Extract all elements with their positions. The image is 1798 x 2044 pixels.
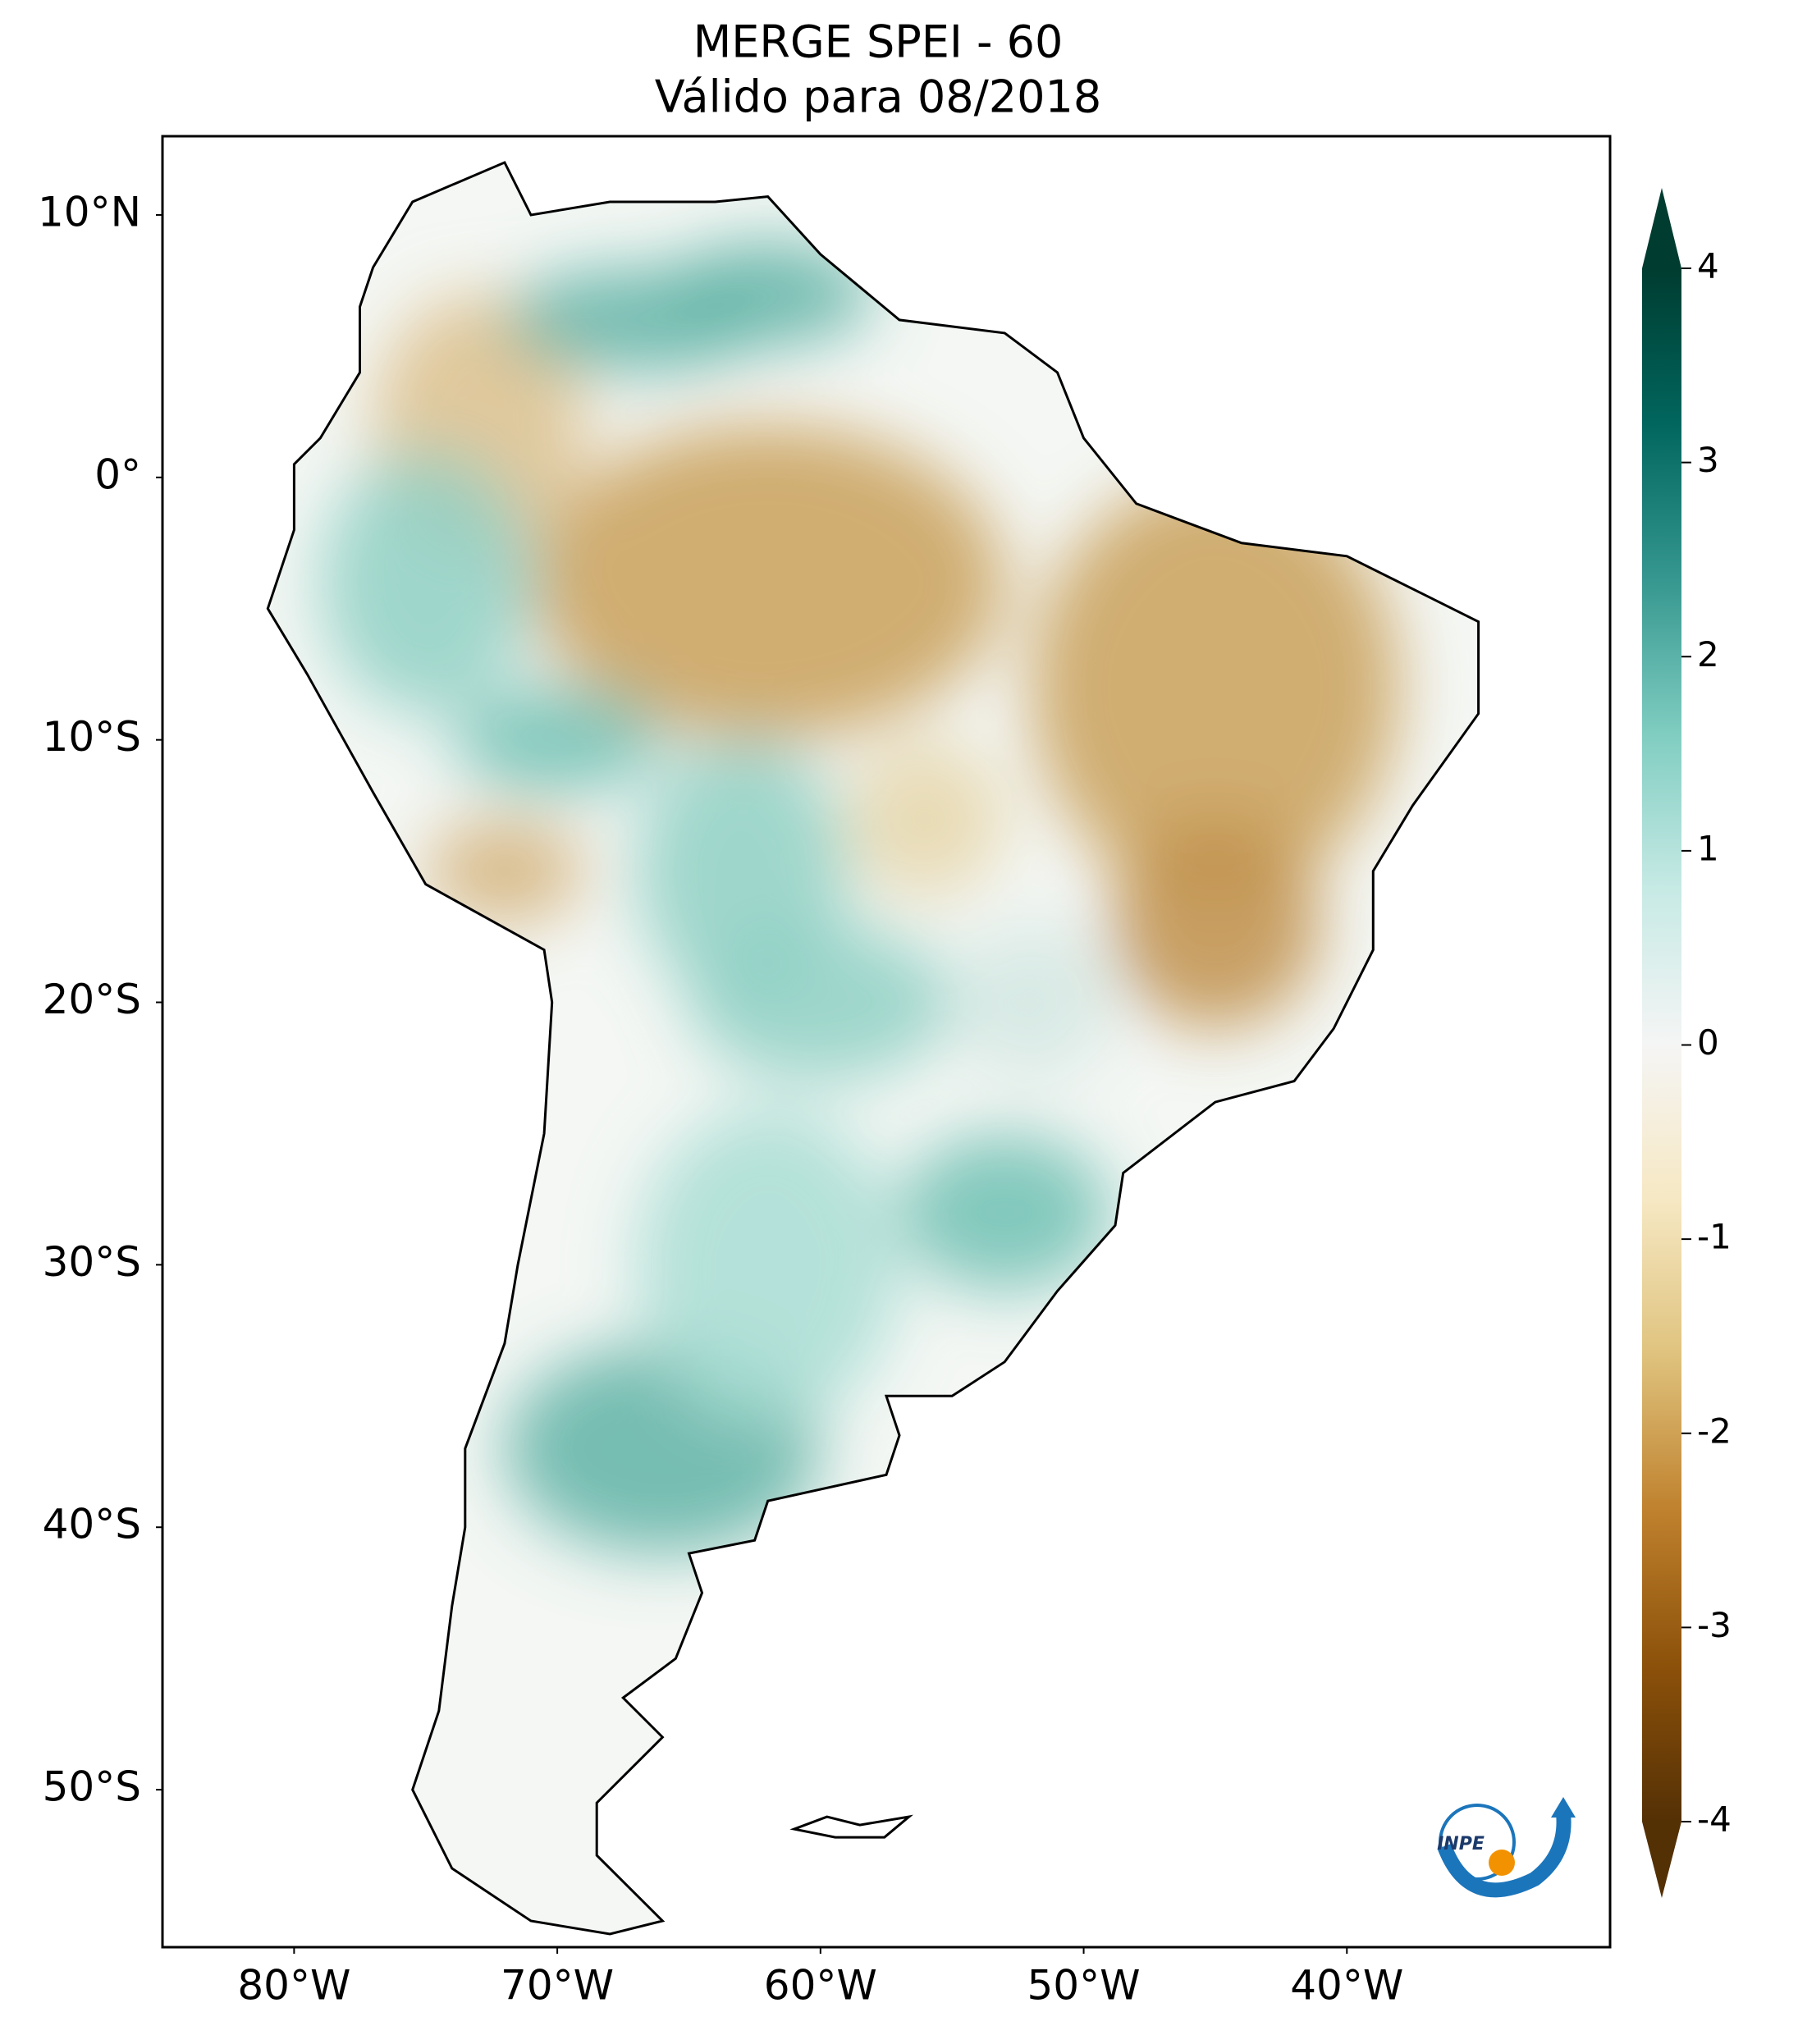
- spei-anomaly: [662, 240, 873, 346]
- y-tick-label: 10°N: [38, 188, 141, 235]
- title-line: MERGE SPEI - 60: [693, 16, 1064, 68]
- inpe-logo: INPE: [1437, 1797, 1576, 1898]
- colorbar-extend-max: [1642, 188, 1681, 268]
- spei-anomaly: [1109, 818, 1320, 1029]
- y-tick-label: 20°S: [43, 976, 141, 1023]
- colorbar-tick-label: -2: [1697, 1411, 1732, 1451]
- colorbar: [1642, 268, 1681, 1822]
- land: [266, 161, 1480, 1936]
- colorbar-tick-label: 3: [1697, 440, 1719, 480]
- colorbar-tick-label: -3: [1697, 1605, 1732, 1645]
- spei-anomaly: [952, 923, 1110, 1081]
- x-tick-label: 60°W: [764, 1962, 877, 2010]
- spei-anomaly: [425, 818, 583, 924]
- spei-anomaly: [899, 1133, 1110, 1292]
- colorbar-extend-min: [1642, 1822, 1681, 1898]
- colorbar-tick-label: 4: [1697, 246, 1719, 286]
- spei-field: [320, 240, 1399, 1554]
- coastline: [266, 161, 1480, 1936]
- spei-anomaly: [847, 739, 1005, 898]
- falkland-islands: [789, 1814, 913, 1839]
- spei-anomaly: [1031, 477, 1399, 898]
- logo-text: INPE: [1437, 1834, 1485, 1854]
- x-tick-label: 40°W: [1290, 1962, 1403, 2010]
- x-tick-label: 80°W: [237, 1962, 350, 2010]
- colorbar-tick-label: 0: [1697, 1022, 1719, 1063]
- x-tick-label: 70°W: [501, 1962, 614, 2010]
- x-tick-label: 50°W: [1027, 1962, 1141, 2010]
- colorbar-tick-label: -1: [1697, 1217, 1732, 1257]
- colorbar-tick-label: -4: [1697, 1799, 1732, 1840]
- colorbar-tick-label: 1: [1697, 828, 1719, 868]
- spei-anomaly: [320, 450, 531, 714]
- y-tick-label: 10°S: [43, 713, 141, 761]
- subtitle-line: Válido para 08/2018: [655, 71, 1101, 123]
- y-tick-label: 0°: [94, 450, 141, 498]
- y-tick-label: 40°S: [43, 1501, 141, 1548]
- y-tick-label: 30°S: [43, 1238, 141, 1286]
- colorbar-tick-label: 2: [1697, 634, 1719, 674]
- y-tick-label: 50°S: [43, 1763, 141, 1811]
- spei-anomaly: [689, 923, 952, 1081]
- spei-anomaly: [531, 424, 1004, 740]
- spei-anomaly: [452, 687, 663, 793]
- map-frame: [161, 135, 1612, 1949]
- spei-anomaly: [636, 1107, 899, 1423]
